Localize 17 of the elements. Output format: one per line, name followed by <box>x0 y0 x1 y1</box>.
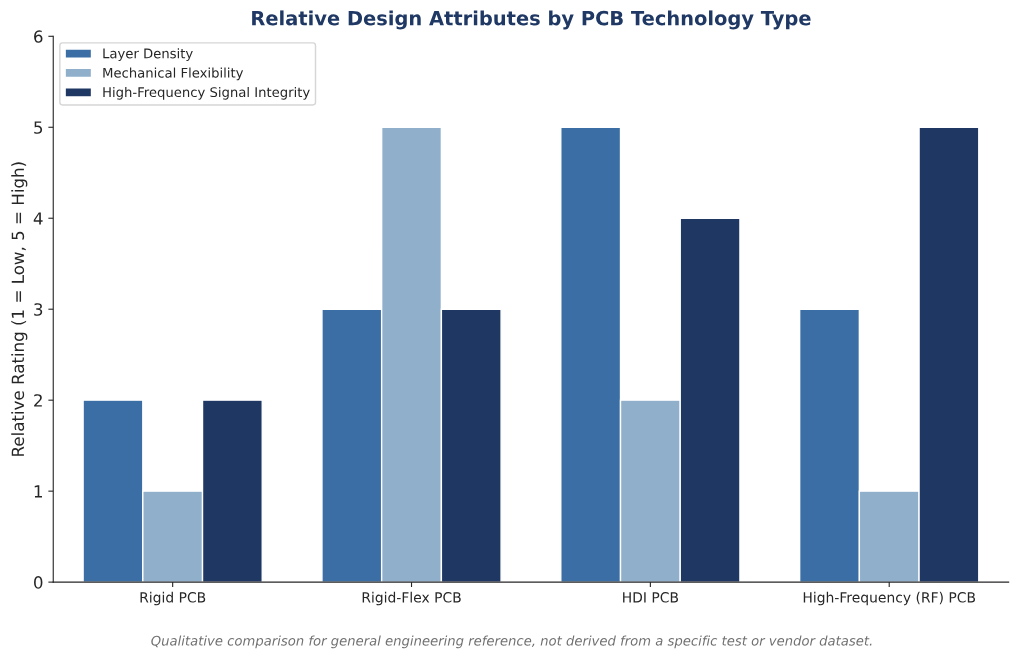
y-tick-label: 6 <box>34 30 43 43</box>
y-tick-label: 0 <box>34 576 43 589</box>
y-axis-title: Relative Rating (1 = Low, 5 = High) <box>11 162 28 456</box>
legend-label: High-Frequency Signal Integrity <box>103 86 310 100</box>
x-tick-label: HDI PCB <box>623 592 679 603</box>
y-tick-label: 2 <box>34 394 42 407</box>
x-tick-label: High-Frequency (RF) PCB <box>803 591 976 606</box>
text: Qualitative comparison for general engineering reference, not derived from a specific test or vendor dataset. <box>151 635 872 649</box>
x-tick-label: Rigid PCB <box>140 591 206 606</box>
y-tick-label: 5 <box>34 121 43 134</box>
legend-label: Layer Density <box>103 48 193 61</box>
y-tick-label: 3 <box>34 303 43 316</box>
x-tick-label: Rigid-Flex PCB <box>362 591 461 606</box>
y-tick-label: 1 <box>34 485 42 498</box>
legend-label: Mechanical Flexibility <box>103 67 244 81</box>
chart-title: Relative Design Attributes by PCB Technology Type <box>252 10 811 30</box>
y-tick-label: 4 <box>33 212 43 225</box>
